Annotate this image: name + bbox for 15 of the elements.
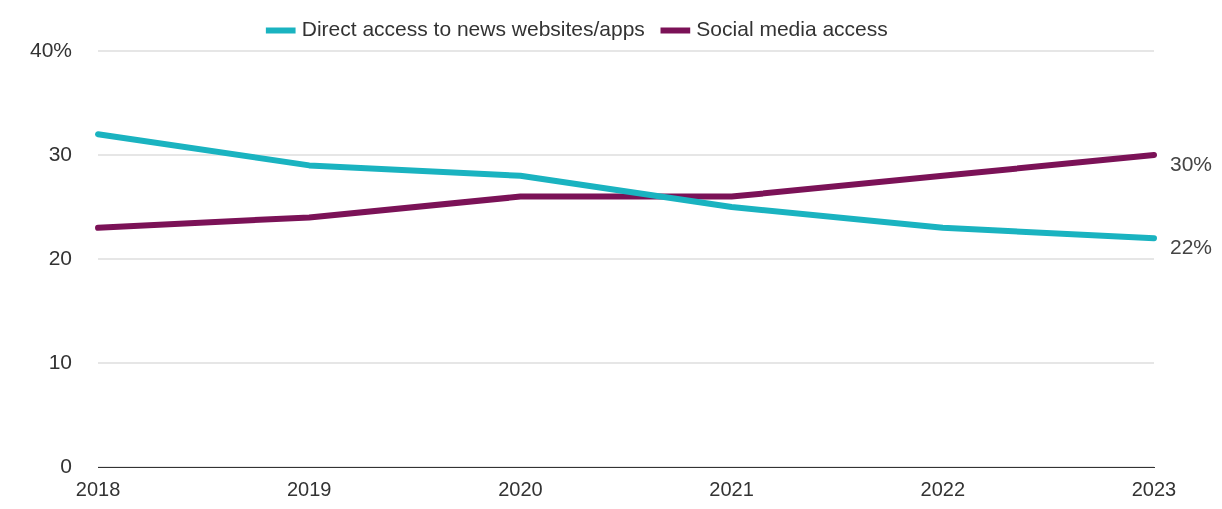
legend-label: Social media access bbox=[696, 17, 888, 41]
x-tick-label: 2023 bbox=[1131, 477, 1177, 500]
x-tick-label: 2018 bbox=[75, 477, 121, 500]
y-tick-label: 10 bbox=[48, 349, 73, 373]
legend-label: Direct access to news websites/apps bbox=[301, 17, 645, 41]
y-tick-label: 30 bbox=[48, 141, 73, 165]
x-tick-label: 2019 bbox=[286, 477, 332, 500]
y-tick-label: 40% bbox=[30, 37, 73, 61]
x-tick-label: 2020 bbox=[498, 477, 543, 500]
x-tick-label: 2021 bbox=[709, 477, 754, 500]
data-label: 22% bbox=[1170, 235, 1213, 258]
x-tick-label: 2022 bbox=[920, 477, 966, 500]
data-label: 30% bbox=[1170, 151, 1213, 175]
y-tick-label: 0 bbox=[60, 453, 73, 477]
y-tick-label: 20 bbox=[48, 245, 73, 269]
